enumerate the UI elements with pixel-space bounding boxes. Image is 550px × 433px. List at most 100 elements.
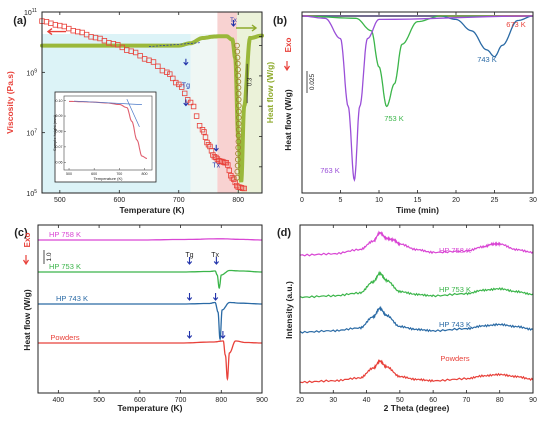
viscosity-point [61,23,67,30]
viscosity-point [225,162,231,168]
viscosity-point [48,20,54,26]
y-tick-label: 109 [26,68,37,77]
x-tick-label: 800 [232,197,244,204]
heat-flow-point [235,72,242,79]
x-tick-label: 60 [429,397,437,404]
left-axis-arrow [46,28,66,36]
heat-flow-point [235,90,242,97]
heat-flow-point [234,42,240,49]
marker-arrow [212,293,219,301]
x-tick-label: 25 [491,197,499,204]
x-tick-label: 5 [339,197,343,204]
inset-x-tick-label: 600 [91,172,97,176]
scale-bar-label: 1.0 [46,252,53,261]
series-label: HP 743 K [56,294,88,303]
x-tick-label: 700 [175,397,187,404]
heat-flow-point [235,138,242,145]
viscosity-point [167,71,173,77]
inset-plot-frame [63,95,153,171]
x-tick-label: 40 [363,397,371,404]
x-axis-title: Temperature (K) [117,403,182,413]
tg-label: Tg [182,82,190,89]
inset-y-axis-title: Sample height (mm) [52,114,57,151]
heat-flow-point [236,108,242,115]
viscosity-point [176,81,182,88]
tg-label: Tg [185,252,193,259]
heat-flow-point [235,120,242,127]
exo-label: Exo [23,233,32,248]
x-axis-title: 2 Theta (degree) [384,403,450,413]
marker-arrow [183,99,189,107]
series-line-1 [38,269,262,290]
series-line-2 [301,15,533,108]
y-axis-title: Heat flow (W/g) [22,289,32,351]
y-tick-label: 107 [26,129,37,138]
heat-flow-point [235,144,242,151]
viscosity-point [43,18,50,25]
viscosity-point [241,185,247,192]
panel-a: 500 600 700 800 0.10 0.09 0.08 0.07 0.06 Temperat… [5,8,275,215]
x-tick-label: 50 [396,397,404,404]
inset-y-tick-label: 0.08 [56,130,63,134]
x-tick-label: 30 [329,397,337,404]
x-axis-title: Temperature (K) [119,205,184,215]
series-line-1 [302,15,534,58]
panel-a-frame [41,11,263,194]
y-axis-title: Heat flow (W/g) [283,89,293,151]
x-axis-title: Time (min) [396,205,439,215]
series-label: Powders [440,354,469,363]
exo-arrow [22,255,30,266]
shaded-region-crystallization [217,12,238,193]
x-tick-label: 900 [256,397,268,404]
viscosity-point [119,44,125,51]
inset-tangent-line [74,100,142,105]
viscosity-point [190,103,197,110]
x-tick-label: 30 [529,197,537,204]
heat-flow-point [236,102,242,109]
heat-flow-point [235,156,241,163]
x-tick-label: 400 [53,397,65,404]
viscosity-point [66,25,72,32]
series-line-3 [38,340,262,382]
panel-label-b: (b) [273,15,287,27]
series-line-2 [299,305,534,334]
inset-x-tick-label: 800 [141,172,147,176]
inset-x-tick-label: 500 [66,172,72,176]
viscosity-point [231,176,237,182]
viscosity-point [155,63,161,69]
series-label: 673 K [506,20,526,29]
viscosity-point [164,69,170,75]
y-tick-label: 105 [26,189,37,198]
marker-arrow [230,20,237,27]
viscosity-point [132,49,139,56]
marker-arrow [183,58,189,66]
series-label: HP 743 K [439,320,471,329]
y-axis-title: Intensity (a.u.) [284,281,294,339]
heat-flow-point [235,78,242,85]
exo-arrow [283,61,291,72]
heat-flow-point [235,150,241,157]
viscosity-point [173,79,179,86]
viscosity-point [201,129,207,135]
x-tick-label: 15 [414,197,422,204]
inset-y-tick-label: 0.10 [56,99,63,103]
x-tick-label: 90 [529,397,537,404]
marker-arrow [220,331,226,339]
marker-arrow [186,257,193,265]
tx-label: Tx [212,162,220,169]
viscosity-point [170,75,176,82]
panel-b: 0 5 10 15 20 25 30 (b) Time (min) Heat flow (W/g)… [273,11,537,215]
viscosity-point [220,159,227,165]
marker-arrow [213,144,219,152]
series-line-3 [301,15,534,182]
viscosity-point [75,28,81,35]
inset-y-tick-label: 0.09 [56,114,63,118]
viscosity-point [193,113,200,119]
viscosity-point [52,22,59,28]
heat-flow-point [235,60,241,67]
series-label: HP 753 K [49,262,81,271]
viscosity-point [208,148,215,154]
heat-flow-point [234,54,241,61]
heat-flow-point [235,132,242,139]
viscosity-point [226,167,232,174]
